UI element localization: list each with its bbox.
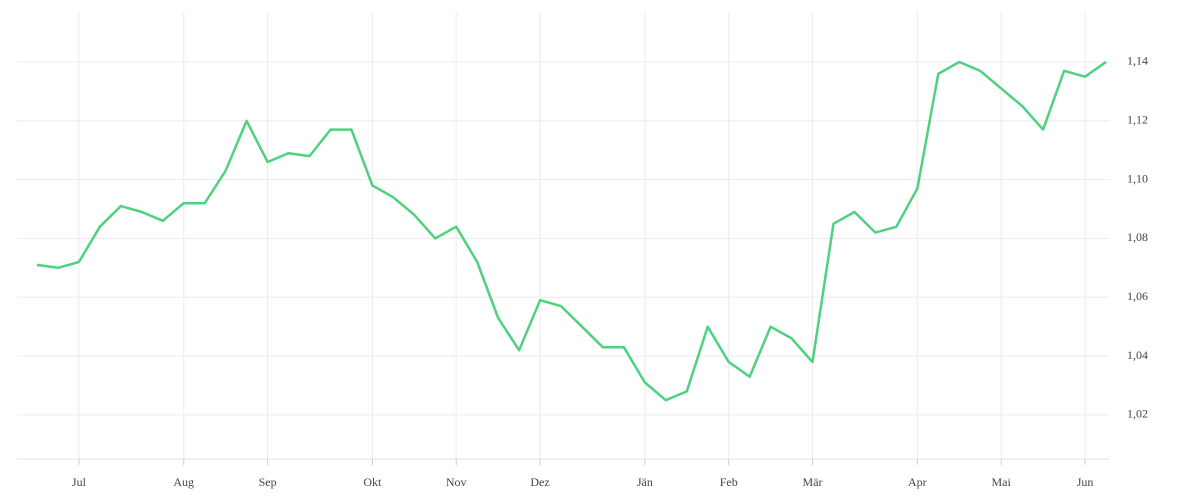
- y-tick-label: 1,06: [1127, 289, 1148, 303]
- x-tick-label: Jän: [637, 475, 653, 489]
- y-tick-label: 1,02: [1127, 407, 1148, 421]
- line-series: [36, 60, 1107, 402]
- x-tick-label: Feb: [720, 475, 738, 489]
- x-tick-label: Sep: [259, 475, 277, 489]
- x-tick-label: Mär: [803, 475, 823, 489]
- x-tick-label: Mai: [992, 475, 1012, 489]
- y-tick-label: 1,12: [1127, 113, 1148, 127]
- x-tick-label: Dez: [530, 475, 549, 489]
- x-tick-label: Aug: [173, 475, 194, 489]
- x-tick-label: Jun: [1077, 475, 1094, 489]
- x-tick-label: Nov: [446, 475, 467, 489]
- x-tick-label: Jul: [72, 475, 87, 489]
- y-tick-label: 1,14: [1127, 54, 1148, 68]
- y-tick-label: 1,04: [1127, 348, 1148, 362]
- x-tick-label: Apr: [908, 475, 927, 489]
- y-tick-label: 1,10: [1127, 171, 1148, 185]
- x-tick-label: Okt: [363, 475, 382, 489]
- y-tick-label: 1,08: [1127, 230, 1148, 244]
